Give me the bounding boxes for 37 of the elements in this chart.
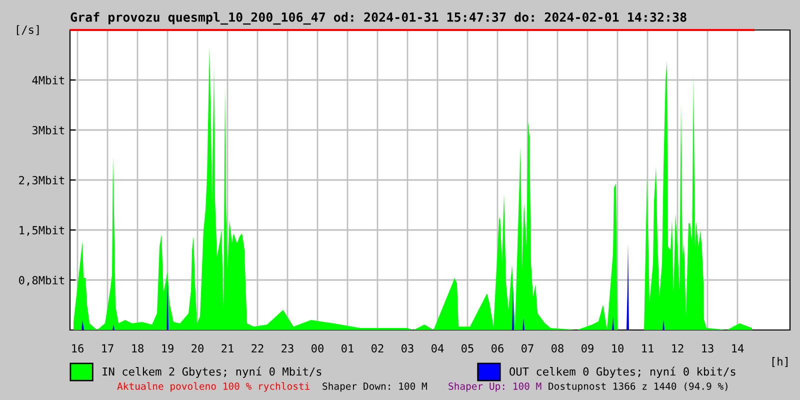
x-tick-label: 06 bbox=[492, 344, 504, 353]
x-tick-label: 19 bbox=[162, 344, 174, 353]
x-tick-label: 09 bbox=[582, 344, 594, 353]
y-tick-label: 3Mbit bbox=[32, 126, 64, 134]
text: Dostupnost 1366 z 1440 (94.9 %) bbox=[548, 382, 728, 392]
x-tick-label: 12 bbox=[672, 344, 684, 352]
x-tick-label: 04 bbox=[432, 344, 444, 353]
x-tick-label: 00 bbox=[312, 344, 324, 353]
x-tick-label: 18 bbox=[132, 344, 144, 353]
x-axis-title: [h] bbox=[772, 357, 788, 367]
x-tick-label: 20 bbox=[192, 344, 204, 353]
x-tick-label: 11 bbox=[642, 344, 654, 352]
x-tick-label: 05 bbox=[462, 344, 474, 353]
y-axis-title: [/s] bbox=[16, 25, 39, 36]
x-tick-label: 02 bbox=[372, 344, 384, 353]
x-tick-label: 03 bbox=[402, 344, 414, 353]
x-tick-label: 22 bbox=[252, 344, 264, 352]
text: Aktualne povoleno 100 % rychlosti bbox=[117, 382, 310, 392]
y-tick-label: 2,3Mbit bbox=[19, 176, 64, 186]
x-tick-label: 14 bbox=[732, 344, 744, 352]
text: Shaper Down: 100 M bbox=[322, 382, 427, 392]
text: Shaper Up: 100 M bbox=[448, 382, 542, 392]
x-tick-label: 13 bbox=[702, 344, 714, 353]
y-tick-label: 1,5Mbit bbox=[20, 226, 64, 236]
y-tick-label: 4Mbit bbox=[32, 76, 64, 84]
legend-label: IN celkem 2 Gbytes; nyní 0 Mbit/s bbox=[102, 366, 322, 378]
x-tick-label: 10 bbox=[612, 344, 624, 353]
x-tick-label: 23 bbox=[282, 344, 294, 353]
x-tick-label: 08 bbox=[552, 344, 564, 353]
chart-title: Graf provozu quesmpl_10_200_106_47 od: 2024-01-31 15:47:37 do: 2024-02-01 14:32:38 bbox=[70, 12, 686, 25]
y-tick-label: 0,8Mbit bbox=[19, 276, 64, 286]
x-tick-label: 21 bbox=[222, 344, 234, 352]
legend-label: OUT celkem 0 Gbytes; nyní 0 kbit/s bbox=[510, 366, 736, 378]
x-tick-label: 01 bbox=[342, 344, 354, 353]
x-tick-label: 17 bbox=[102, 344, 114, 352]
x-tick-label: 16 bbox=[72, 344, 84, 353]
x-tick-label: 07 bbox=[522, 344, 534, 353]
